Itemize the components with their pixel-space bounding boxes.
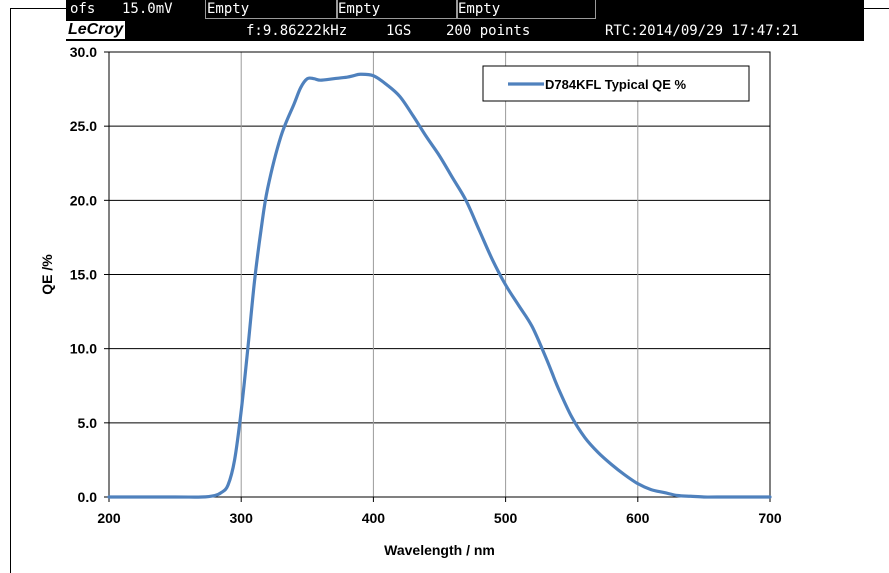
oscilloscope-status-row-2: LeCroy f:9.86222kHz 1GS 200 points RTC:2… (66, 21, 864, 41)
offset-value: 15.0mV (122, 1, 173, 17)
x-tick-label: 200 (97, 510, 121, 526)
y-axis-title: QE /% (39, 254, 55, 295)
points-readout: 200 points (446, 23, 531, 39)
x-tick-label: 400 (362, 510, 386, 526)
legend-label: D784KFL Typical QE % (545, 77, 687, 92)
x-tick-labels: 200 300 400 500 600 700 (97, 510, 782, 526)
x-tick-label: 600 (626, 510, 650, 526)
y-tick-label: 20.0 (70, 192, 97, 208)
grid-lines (109, 52, 770, 497)
brand-logo: LeCroy (66, 21, 126, 39)
frame-left-line (10, 8, 11, 573)
axis-ticks (104, 51, 771, 502)
channel-slot-2: Empty (336, 0, 458, 19)
y-tick-label: 0.0 (78, 489, 98, 505)
qe-series-line (107, 72, 772, 499)
channel-3-status: Empty (458, 1, 501, 17)
rtc-readout: RTC:2014/09/29 17:47:21 (605, 23, 799, 39)
channel-1-status: Empty (207, 1, 250, 17)
sample-rate-readout: 1GS (386, 23, 412, 39)
x-tick-label: 500 (494, 510, 518, 526)
y-tick-label: 10.0 (70, 341, 97, 357)
y-tick-labels: 0.0 5.0 10.0 15.0 20.0 25.0 30.0 (70, 44, 97, 505)
channel-2-status: Empty (338, 1, 381, 17)
y-tick-label: 25.0 (70, 118, 97, 134)
legend: D784KFL Typical QE % (482, 65, 750, 102)
x-tick-label: 300 (230, 510, 254, 526)
channel-slot-1: Empty (205, 0, 338, 19)
x-tick-label: 700 (758, 510, 782, 526)
frame-top-line (10, 8, 66, 9)
oscilloscope-status-bar: ofs 15.0mV Empty Empty Empty LeCroy f:9.… (66, 0, 864, 41)
frequency-readout: f:9.86222kHz (246, 23, 348, 39)
channel-slot-3: Empty (456, 0, 596, 19)
y-tick-label: 15.0 (70, 267, 97, 283)
y-tick-label: 5.0 (78, 415, 98, 431)
frame-top-right-line (864, 8, 889, 9)
y-tick-label: 30.0 (70, 44, 97, 60)
offset-label: ofs (70, 1, 96, 17)
x-axis-title: Wavelength / nm (384, 542, 495, 558)
oscilloscope-status-row-1: ofs 15.0mV Empty Empty Empty (66, 0, 864, 20)
